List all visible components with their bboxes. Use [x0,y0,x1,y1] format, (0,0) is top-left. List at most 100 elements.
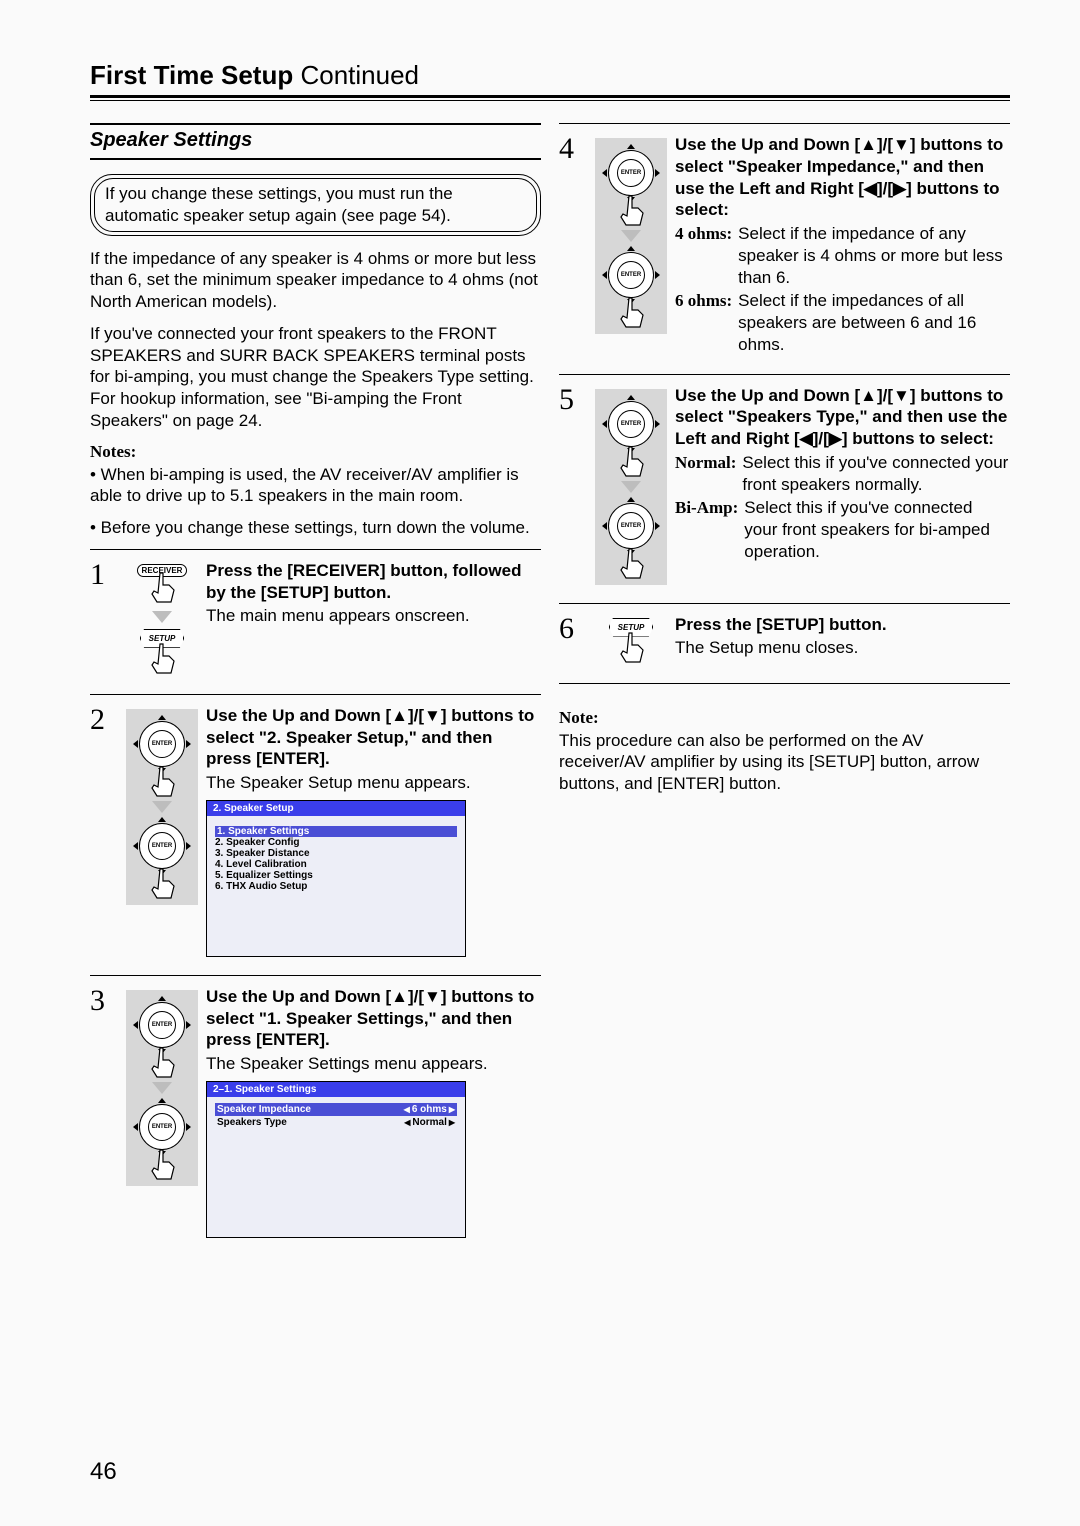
step-1-icons: RECEIVER SETUP [126,560,198,676]
lcd-body: Speaker Impedance 6 ohms Speakers Type N… [207,1097,465,1237]
lcd-row-val: 6 ohms [404,1104,455,1115]
left-column: Speaker Settings If you change these set… [90,123,541,1256]
bottom-note-block: Note: This procedure can also be perform… [559,708,1010,795]
press-hand-icon [142,636,182,676]
callout-box: If you change these settings, you must r… [90,174,541,236]
lcd-list: Speaker SettingsSpeaker ConfigSpeaker Di… [215,826,457,892]
step-2-result: The Speaker Setup menu appears. [206,772,541,794]
step-4: 4 ENTER ENTER [559,123,1010,374]
press-hand-icon [611,541,651,581]
press-hand-icon [142,861,182,901]
lcd-row: Speakers Type Normal [215,1116,457,1129]
step-1-text: Press the [RECEIVER] button, followed by… [206,560,541,676]
step-4-icons: ENTER ENTER [595,134,667,356]
enter-label: ENTER [148,832,176,860]
press-hand-icon [611,290,651,330]
opt-def: Select if the impedance of any speaker i… [738,223,1010,288]
page-number: 46 [90,1458,117,1486]
intro-1: If the impedance of any speaker is 4 ohm… [90,248,541,313]
lcd-item: Speaker Config [215,837,457,848]
step-2-instr: Use the Up and Down [▲]/[▼] buttons to s… [206,705,541,770]
enter-label: ENTER [148,730,176,758]
press-hand-icon [611,625,651,665]
step-6-text: Press the [SETUP] button. The Setup menu… [675,614,1010,665]
dial-stack-icon: ENTER ENTER [595,138,667,334]
right-column: 4 ENTER ENTER [559,123,1010,1256]
rule-bot [90,100,1010,101]
step-2-icons: ENTER ENTER [126,705,198,957]
step-4-text: Use the Up and Down [▲]/[▼] buttons to s… [675,134,1010,356]
step-4-opt1: 4 ohms: Select if the impedance of any s… [675,223,1010,288]
step-6: 6 SETUP Press the [SETUP] button. The Se… [559,603,1010,684]
page-title: First Time Setup Continued [90,60,1010,91]
enter-label: ENTER [617,159,645,187]
dial-stack-icon: ENTER ENTER [126,990,198,1186]
step-3-text: Use the Up and Down [▲]/[▼] buttons to s… [206,986,541,1238]
title-rest: Continued [293,60,419,90]
opt-term: Bi-Amp: [675,497,738,562]
step-6-result: The Setup menu closes. [675,637,1010,659]
opt-def: Select this if you've connected your fro… [744,497,1010,562]
arrow-down-icon [152,1082,172,1094]
step-2-text: Use the Up and Down [▲]/[▼] buttons to s… [206,705,541,957]
step-3: 3 ENTER ENTER [90,975,541,1256]
lcd-menu: 2. Speaker Setup Speaker SettingsSpeaker… [206,800,466,957]
opt-def: Select this if you've connected your fro… [742,452,1010,496]
dial-stack-icon: ENTER ENTER [126,709,198,905]
step-4-opt2: 6 ohms: Select if the impedances of all … [675,290,1010,355]
enter-label: ENTER [617,512,645,540]
step-6-icons: SETUP [595,614,667,665]
lcd-item: Speaker Settings [215,826,457,837]
step-4-num: 4 [559,134,587,356]
step-5-opt1: Normal: Select this if you've connected … [675,452,1010,496]
press-hand-icon [142,1040,182,1080]
lcd-row-key: Speaker Impedance [217,1104,311,1115]
step-1-num: 1 [90,560,118,676]
lcd-item: Equalizer Settings [215,870,457,881]
lcd-body: Speaker SettingsSpeaker ConfigSpeaker Di… [207,816,465,956]
enter-label: ENTER [617,261,645,289]
step-1-instr: Press the [RECEIVER] button, followed by… [206,560,541,604]
step-3-result: The Speaker Settings menu appears. [206,1053,541,1075]
note-1: • When bi-amping is used, the AV receive… [90,464,541,508]
press-hand-icon [142,565,182,605]
press-hand-icon [142,1142,182,1182]
step-6-instr: Press the [SETUP] button. [675,614,1010,636]
bottom-note-text: This procedure can also be performed on … [559,730,1010,795]
arrow-down-icon [152,611,172,623]
enter-label: ENTER [148,1011,176,1039]
opt-term: 4 ohms: [675,223,732,288]
press-hand-icon [142,759,182,799]
rule-top [90,95,1010,98]
step-5-opt2: Bi-Amp: Select this if you've connected … [675,497,1010,562]
lcd-row-val: Normal [404,1117,455,1128]
step-3-num: 3 [90,986,118,1238]
step-3-instr: Use the Up and Down [▲]/[▼] buttons to s… [206,986,541,1051]
arrow-down-icon [621,481,641,493]
arrow-down-icon [621,230,641,242]
arrow-down-icon [152,801,172,813]
opt-term: Normal: [675,452,736,496]
step-3-icons: ENTER ENTER [126,986,198,1238]
step-5-text: Use the Up and Down [▲]/[▼] buttons to s… [675,385,1010,585]
lcd-item: Speaker Distance [215,848,457,859]
press-hand-icon [611,439,651,479]
lcd-row-selected: Speaker Impedance 6 ohms [215,1103,457,1116]
lcd-item: THX Audio Setup [215,881,457,892]
section-heading: Speaker Settings [90,123,541,160]
press-hand-icon [611,188,651,228]
opt-term: 6 ohms: [675,290,732,355]
lcd-title: 2. Speaker Setup [207,801,465,816]
step-2: 2 ENTER ENTER [90,694,541,975]
step-5-instr: Use the Up and Down [▲]/[▼] buttons to s… [675,385,1010,450]
notes-heading: Notes: [90,442,541,462]
lcd-menu: 2–1. Speaker Settings Speaker Impedance … [206,1081,466,1238]
step-1: 1 RECEIVER SETUP Press the [RECEIVER] bu… [90,549,541,694]
note-2: • Before you change these settings, turn… [90,517,541,539]
bottom-note-heading: Note: [559,708,1010,728]
lcd-row-key: Speakers Type [217,1117,287,1128]
lcd-title: 2–1. Speaker Settings [207,1082,465,1097]
step-6-num: 6 [559,614,587,665]
dial-stack-icon: ENTER ENTER [595,389,667,585]
step-5-num: 5 [559,385,587,585]
